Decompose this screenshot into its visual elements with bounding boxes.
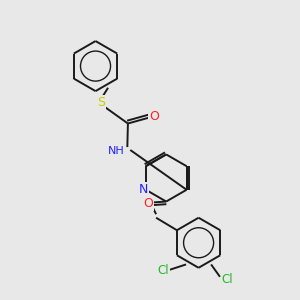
Text: O: O (149, 110, 159, 123)
Text: N: N (139, 183, 148, 196)
Text: Cl: Cl (221, 273, 233, 286)
Text: S: S (98, 96, 105, 110)
Text: Cl: Cl (157, 264, 169, 278)
Text: NH: NH (108, 146, 125, 157)
Text: O: O (143, 197, 153, 210)
